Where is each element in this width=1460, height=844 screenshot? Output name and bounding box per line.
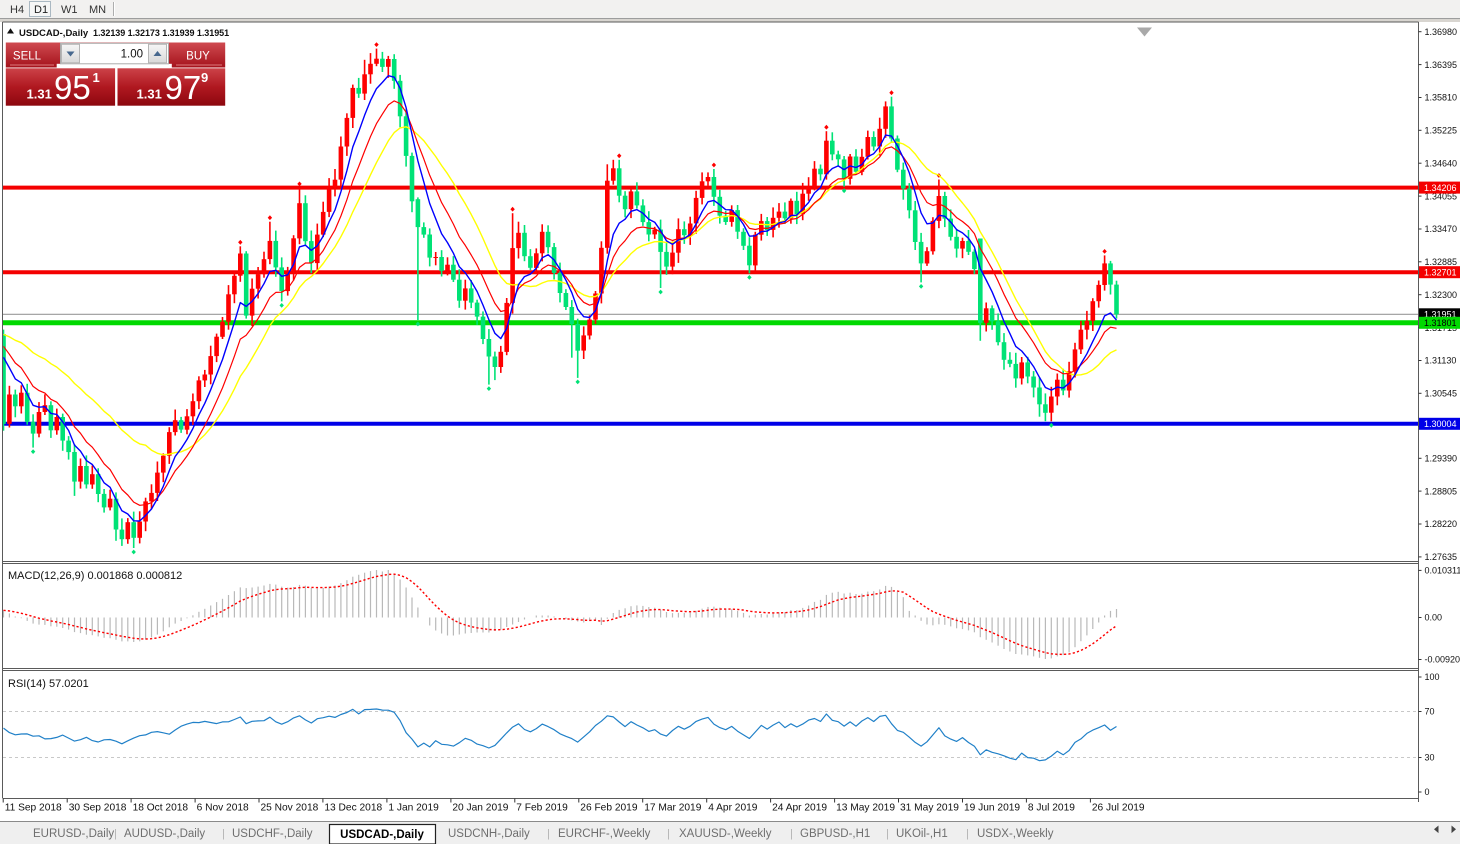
svg-text:RSI(14) 57.0201: RSI(14) 57.0201 bbox=[8, 678, 89, 690]
svg-text:25 Nov 2018: 25 Nov 2018 bbox=[261, 803, 319, 814]
svg-text:1.31951: 1.31951 bbox=[1424, 310, 1457, 320]
svg-text:0.010311: 0.010311 bbox=[1425, 566, 1460, 576]
svg-text:EURUSD-,Daily: EURUSD-,Daily bbox=[33, 828, 114, 840]
svg-text:20 Jan 2019: 20 Jan 2019 bbox=[452, 803, 508, 814]
svg-text:W1: W1 bbox=[61, 4, 78, 16]
svg-text:4 Apr 2019: 4 Apr 2019 bbox=[708, 803, 758, 814]
svg-text:18 Oct 2018: 18 Oct 2018 bbox=[133, 803, 189, 814]
svg-text:100: 100 bbox=[1425, 672, 1440, 682]
svg-text:1.30545: 1.30545 bbox=[1425, 389, 1458, 399]
svg-text:30 Sep 2018: 30 Sep 2018 bbox=[69, 803, 127, 814]
svg-text:9: 9 bbox=[201, 70, 208, 85]
svg-text:1.32139 1.32173 1.31939 1.3195: 1.32139 1.32173 1.31939 1.31951 bbox=[93, 28, 229, 38]
svg-text:11 Sep 2018: 11 Sep 2018 bbox=[5, 803, 62, 814]
svg-text:1.31: 1.31 bbox=[27, 87, 52, 102]
svg-text:1.31: 1.31 bbox=[137, 87, 162, 102]
svg-text:EURCHF-,Weekly: EURCHF-,Weekly bbox=[558, 828, 651, 840]
svg-text:USDCAD-,Daily: USDCAD-,Daily bbox=[340, 829, 424, 841]
svg-text:|: | bbox=[966, 828, 969, 840]
svg-text:70: 70 bbox=[1425, 707, 1435, 717]
svg-text:|: | bbox=[667, 828, 670, 840]
svg-text:31 May 2019: 31 May 2019 bbox=[900, 803, 959, 814]
svg-text:USDCHF-,Daily: USDCHF-,Daily bbox=[232, 828, 313, 840]
svg-text:SELL: SELL bbox=[13, 51, 42, 63]
svg-text:8 Jul 2019: 8 Jul 2019 bbox=[1028, 803, 1075, 814]
svg-text:19 Jun 2019: 19 Jun 2019 bbox=[964, 803, 1020, 814]
svg-text:95: 95 bbox=[54, 69, 91, 106]
svg-text:0.00: 0.00 bbox=[1425, 613, 1443, 623]
svg-text:26 Jul 2019: 26 Jul 2019 bbox=[1092, 803, 1145, 814]
svg-text:1.27635: 1.27635 bbox=[1425, 552, 1458, 562]
svg-text:1.33470: 1.33470 bbox=[1425, 224, 1458, 234]
svg-text:1.30004: 1.30004 bbox=[1424, 419, 1457, 429]
svg-text:1.36980: 1.36980 bbox=[1425, 27, 1458, 37]
svg-text:1.00: 1.00 bbox=[121, 49, 143, 61]
svg-text:USDCAD-,Daily: USDCAD-,Daily bbox=[19, 28, 89, 39]
svg-text:26 Feb 2019: 26 Feb 2019 bbox=[580, 803, 638, 814]
svg-text:MN: MN bbox=[89, 4, 106, 16]
svg-text:1.32300: 1.32300 bbox=[1425, 290, 1458, 300]
svg-text:1.34640: 1.34640 bbox=[1425, 158, 1458, 168]
svg-text:D1: D1 bbox=[34, 4, 48, 16]
svg-text:1.32885: 1.32885 bbox=[1425, 257, 1458, 267]
svg-text:-0.009203: -0.009203 bbox=[1425, 655, 1460, 665]
svg-text:97: 97 bbox=[165, 69, 202, 106]
svg-text:17 Mar 2019: 17 Mar 2019 bbox=[644, 803, 702, 814]
svg-text:1.31130: 1.31130 bbox=[1425, 356, 1457, 366]
svg-text:|: | bbox=[790, 828, 793, 840]
svg-text:1 Jan 2019: 1 Jan 2019 bbox=[388, 803, 439, 814]
svg-text:1.28805: 1.28805 bbox=[1425, 486, 1458, 496]
svg-text:7 Feb 2019: 7 Feb 2019 bbox=[516, 803, 568, 814]
svg-text:1.31801: 1.31801 bbox=[1424, 318, 1457, 328]
svg-text:1.28220: 1.28220 bbox=[1425, 519, 1458, 529]
svg-text:1.36395: 1.36395 bbox=[1425, 60, 1458, 70]
svg-text:UKOil-,H1: UKOil-,H1 bbox=[896, 828, 948, 840]
svg-text:USDX-,Weekly: USDX-,Weekly bbox=[977, 828, 1054, 840]
svg-text:0: 0 bbox=[1425, 787, 1430, 797]
svg-text:1: 1 bbox=[93, 70, 100, 85]
svg-text:MACD(12,26,9) 0.001868 0.00081: MACD(12,26,9) 0.001868 0.000812 bbox=[8, 570, 182, 582]
svg-text:13 Dec 2018: 13 Dec 2018 bbox=[324, 803, 382, 814]
svg-text:AUDUSD-,Daily: AUDUSD-,Daily bbox=[124, 828, 205, 840]
svg-text:1.35225: 1.35225 bbox=[1425, 126, 1458, 136]
svg-text:1.32701: 1.32701 bbox=[1424, 267, 1457, 277]
svg-text:USDCNH-,Daily: USDCNH-,Daily bbox=[448, 828, 530, 840]
svg-text:H4: H4 bbox=[10, 4, 24, 16]
svg-text:XAUUSD-,Weekly: XAUUSD-,Weekly bbox=[679, 828, 772, 840]
svg-text:1.29390: 1.29390 bbox=[1425, 454, 1458, 464]
svg-text:24 Apr 2019: 24 Apr 2019 bbox=[772, 803, 827, 814]
svg-text:1.34055: 1.34055 bbox=[1425, 191, 1458, 201]
svg-text:GBPUSD-,H1: GBPUSD-,H1 bbox=[800, 828, 870, 840]
svg-text:1.35810: 1.35810 bbox=[1425, 93, 1458, 103]
svg-text:|: | bbox=[114, 828, 117, 840]
svg-text:6 Nov 2018: 6 Nov 2018 bbox=[197, 803, 249, 814]
svg-text:|: | bbox=[886, 828, 889, 840]
svg-text:30: 30 bbox=[1425, 753, 1435, 763]
svg-text:|: | bbox=[222, 828, 225, 840]
svg-text:13 May 2019: 13 May 2019 bbox=[836, 803, 895, 814]
svg-text:|: | bbox=[547, 828, 550, 840]
svg-text:BUY: BUY bbox=[186, 51, 210, 63]
svg-text:1.34206: 1.34206 bbox=[1424, 183, 1457, 193]
